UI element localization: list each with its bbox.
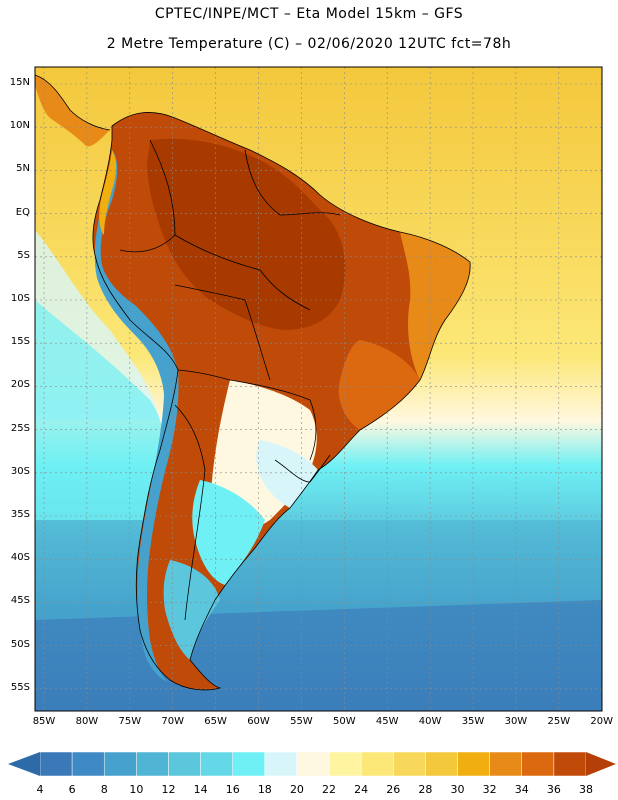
colorbar-swatch	[328, 751, 362, 777]
latitude-label: 55S	[10, 681, 30, 693]
colorbar-label: 6	[68, 783, 76, 796]
colorbar-swatch	[136, 751, 169, 777]
colorbar-label: 36	[546, 783, 561, 796]
colorbar-swatch	[39, 751, 73, 777]
colorbar-low-arrow	[8, 752, 40, 776]
longitude-label: 30W	[504, 716, 528, 727]
latitude-label: 10S	[10, 293, 30, 304]
latitude-label: 35S	[10, 509, 30, 520]
colorbar-label: 38	[579, 783, 593, 796]
colorbar-swatch	[553, 751, 587, 777]
map-frame	[34, 66, 603, 712]
latitude-label: 50S	[10, 638, 30, 650]
latitude-label: EQ	[15, 206, 30, 218]
northeast-brazil-zone	[400, 232, 471, 380]
latitude-label: 15N	[9, 77, 30, 88]
latitude-label: 15S	[10, 336, 30, 348]
longitude-label: 85W	[32, 716, 56, 727]
longitude-label: 20W	[590, 716, 613, 727]
longitude-label: 35W	[461, 716, 485, 727]
longitude-label: 55W	[290, 716, 313, 727]
longitude-label: 60W	[247, 716, 270, 727]
longitude-label: 75W	[118, 716, 142, 727]
colorbar-swatch	[296, 751, 330, 777]
latitude-label: 25S	[10, 422, 30, 434]
graticule	[35, 67, 603, 711]
colorbar-swatch	[489, 751, 523, 777]
colorbar-swatch	[232, 751, 266, 777]
latitude-label: 10N	[9, 120, 30, 132]
colorbar-swatch	[425, 751, 458, 777]
southeast-brazil-zone	[338, 340, 420, 430]
longitude-label: 45W	[375, 716, 399, 727]
latitude-label: 20S	[10, 379, 30, 391]
patagonia-north-zone	[192, 480, 265, 585]
border-line-1	[149, 139, 311, 311]
colorbar-label: 22	[322, 783, 337, 796]
colorbar-label: 4	[36, 783, 44, 796]
colorbar-label: 14	[193, 783, 208, 796]
colorbar-swatch	[168, 751, 201, 777]
longitude-label: 25W	[547, 716, 571, 727]
colorbar-label: 20	[289, 783, 304, 796]
colorbar-swatch	[521, 751, 555, 777]
longitude-label: 40W	[418, 716, 442, 727]
latitude-label: 40S	[10, 552, 30, 564]
colorbar-high-arrow	[586, 752, 616, 776]
longitude-label: 65W	[204, 716, 227, 727]
coastline	[92, 112, 471, 691]
colorbar-swatch	[393, 751, 426, 777]
map-subtitle: 2 Metre Temperature (C) – 02/06/2020 12U…	[106, 36, 512, 52]
colorbar	[8, 751, 616, 777]
latitude-label: 5N	[16, 163, 30, 175]
border-line-5	[244, 149, 341, 216]
central-america-coast	[35, 74, 111, 131]
pacific-cold-zone	[35, 300, 167, 520]
colorbar-swatch	[200, 751, 233, 777]
colorbar-swatch	[103, 751, 137, 777]
amazon-hot-core	[147, 138, 346, 330]
central-america-land	[35, 75, 110, 147]
colorbar-label: 28	[418, 783, 433, 796]
border-line-6	[177, 369, 231, 381]
border-line-8	[274, 454, 331, 483]
longitude-label: 80W	[75, 716, 99, 727]
latitude-label: 5S	[17, 249, 30, 261]
country-borders	[35, 74, 471, 691]
colorbar-label: 12	[161, 783, 176, 796]
colorbar-label: 16	[225, 783, 240, 796]
colorbar-label: 10	[129, 783, 144, 796]
colorbar-label: 30	[450, 783, 465, 796]
patagonia-south-zone	[163, 560, 220, 660]
colorbar-label: 26	[386, 783, 401, 796]
andes-north-band	[99, 150, 117, 235]
map-title: CPTEC/INPE/MCT – Eta Model 15km – GFS	[154, 6, 464, 22]
colorbar-label: 18	[257, 783, 272, 796]
latitude-label: 45S	[10, 595, 30, 607]
border-line-2	[119, 234, 176, 253]
border-line-3	[174, 284, 271, 381]
longitude-label: 50W	[332, 716, 356, 727]
colorbar-swatch	[71, 751, 105, 777]
colorbar-swatch	[264, 751, 298, 777]
latitude-label: 30S	[10, 465, 30, 477]
colorbar-label: 34	[514, 783, 529, 796]
border-line-4	[229, 379, 317, 461]
colorbar-swatch	[360, 751, 394, 777]
temperature-field	[35, 67, 602, 711]
colorbar-label: 8	[100, 783, 108, 796]
border-line-7	[174, 404, 206, 621]
colorbar-label: 32	[482, 783, 497, 796]
longitude-label: 70W	[161, 716, 184, 727]
colorbar-label: 24	[354, 783, 369, 796]
colorbar-swatch	[457, 751, 490, 777]
